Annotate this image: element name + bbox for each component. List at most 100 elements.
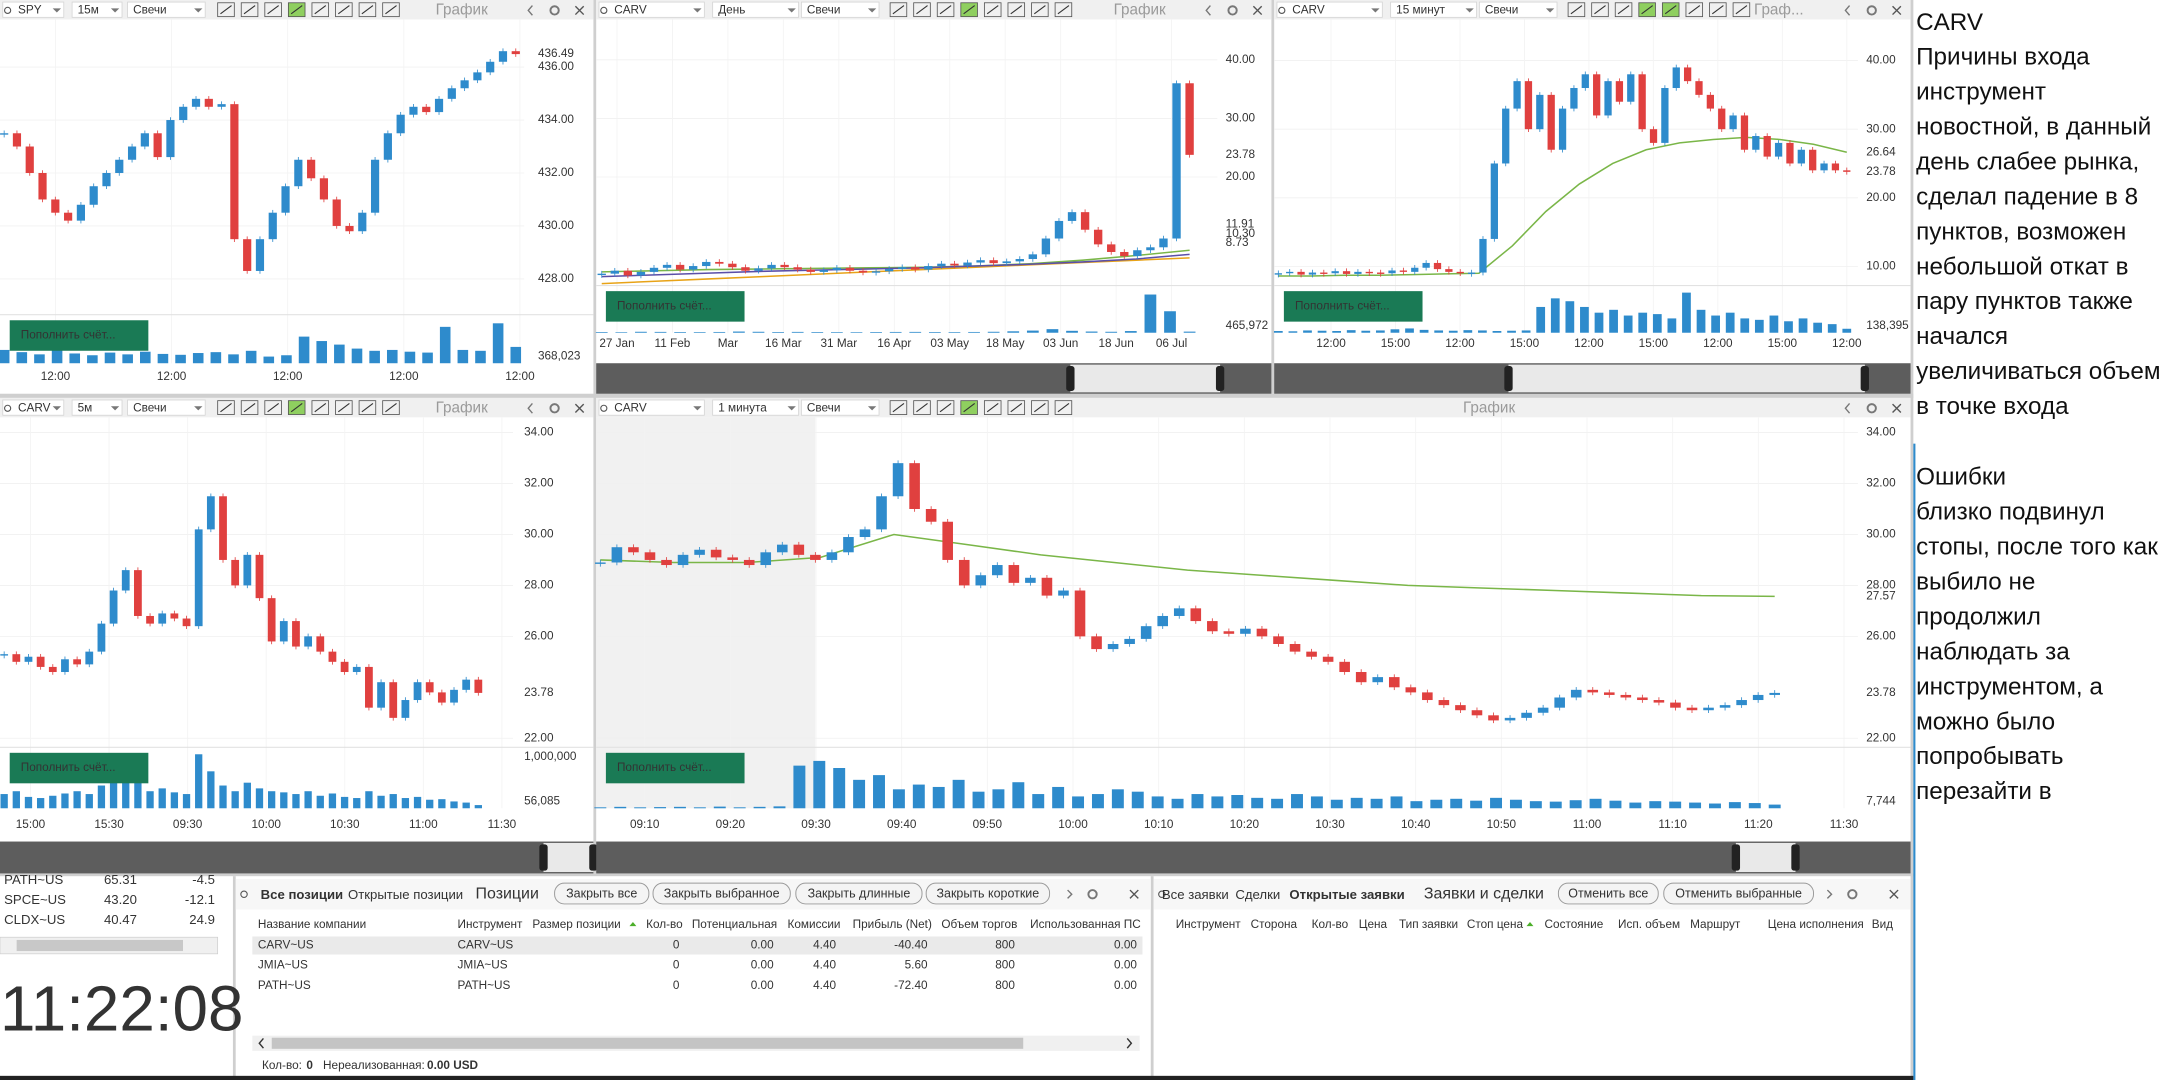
back-button[interactable] xyxy=(1844,5,1851,16)
tool-icon[interactable] xyxy=(983,400,1002,415)
tool-icon[interactable] xyxy=(1031,400,1049,415)
volume-bar xyxy=(1144,294,1157,333)
dropdown-timeframe[interactable] xyxy=(71,1,123,18)
scroll-right[interactable] xyxy=(1126,1037,1133,1049)
deposit-button[interactable] xyxy=(605,291,745,322)
panel-tab[interactable]: Все заявки xyxy=(1162,887,1229,902)
panel-close[interactable] xyxy=(1129,889,1139,899)
panel-close[interactable] xyxy=(1889,889,1899,899)
panel-next[interactable] xyxy=(1826,889,1833,899)
tool-icon[interactable] xyxy=(1685,2,1704,18)
panel-tab[interactable]: Открытые позиции xyxy=(348,887,463,902)
close-button[interactable] xyxy=(1252,5,1263,16)
panel-settings[interactable] xyxy=(1847,889,1858,900)
panel-button[interactable] xyxy=(925,882,1051,905)
scroll-left[interactable] xyxy=(258,1037,264,1049)
back-button[interactable] xyxy=(1205,5,1211,16)
tool-icon[interactable] xyxy=(382,2,400,18)
navigator-thumb[interactable] xyxy=(1731,844,1741,871)
tool-icon[interactable] xyxy=(217,2,235,18)
navigator-thumb[interactable] xyxy=(1066,366,1075,391)
dropdown-timeframe[interactable] xyxy=(1390,1,1478,18)
dropdown-timeframe[interactable] xyxy=(71,399,123,416)
dropdown-symbol[interactable] xyxy=(2,1,65,18)
panel-tab[interactable]: Открытые заявки xyxy=(1289,887,1404,902)
dropdown-symbol[interactable] xyxy=(1276,1,1383,18)
panel-tab[interactable]: Сделки xyxy=(1235,887,1280,902)
tool-icon[interactable] xyxy=(913,2,931,18)
dropdown-style[interactable] xyxy=(800,399,880,416)
dropdown-style[interactable] xyxy=(127,399,206,416)
settings-button[interactable] xyxy=(549,403,560,414)
dropdown-timeframe[interactable] xyxy=(712,1,800,18)
tool-icon[interactable] xyxy=(311,2,330,18)
watch-scroll-thumb[interactable] xyxy=(16,939,184,952)
settings-button[interactable] xyxy=(1866,5,1877,16)
panel-next[interactable] xyxy=(1067,889,1073,899)
tool-icon[interactable] xyxy=(358,2,377,18)
tool-icon[interactable] xyxy=(913,400,931,415)
tool-icon[interactable] xyxy=(936,2,955,18)
panel-button[interactable] xyxy=(795,882,923,905)
deposit-button[interactable] xyxy=(605,752,745,784)
candle xyxy=(702,261,711,267)
back-button[interactable] xyxy=(527,402,533,414)
tool-icon[interactable] xyxy=(1054,2,1073,18)
navigator-thumb[interactable] xyxy=(539,844,548,871)
tool-icon[interactable] xyxy=(889,2,908,18)
tool-icon[interactable] xyxy=(936,400,955,415)
back-button[interactable] xyxy=(1844,402,1851,414)
table-scroll-thumb[interactable] xyxy=(271,1037,1024,1049)
tool-icon[interactable] xyxy=(264,400,282,415)
dropdown-symbol[interactable] xyxy=(598,1,705,18)
navigator-thumb[interactable] xyxy=(1215,366,1225,391)
panel-tab[interactable]: Все позиции xyxy=(261,887,344,902)
tool-icon[interactable] xyxy=(889,400,908,415)
deposit-button[interactable] xyxy=(9,752,149,784)
tool-icon[interactable] xyxy=(1732,2,1751,18)
dropdown-style[interactable] xyxy=(800,1,880,18)
close-button[interactable] xyxy=(574,5,585,16)
tool-icon[interactable] xyxy=(217,400,235,415)
tool-icon[interactable] xyxy=(264,2,282,18)
navigator-thumb[interactable] xyxy=(589,844,598,871)
panel-button[interactable] xyxy=(652,882,791,905)
back-button[interactable] xyxy=(527,5,533,16)
dropdown-style[interactable] xyxy=(1478,1,1558,18)
dropdown-symbol[interactable] xyxy=(598,399,705,416)
close-button[interactable] xyxy=(1892,5,1902,16)
tool-icon[interactable] xyxy=(335,400,353,415)
settings-button[interactable] xyxy=(1227,5,1238,16)
tool-icon[interactable] xyxy=(1567,2,1586,18)
panel-button[interactable] xyxy=(554,882,650,905)
navigator-thumb[interactable] xyxy=(1791,844,1800,871)
dropdown-symbol[interactable] xyxy=(2,399,65,416)
tool-icon[interactable] xyxy=(382,400,400,415)
tool-icon[interactable] xyxy=(1709,2,1727,18)
navigator-thumb[interactable] xyxy=(1504,366,1513,391)
settings-button[interactable] xyxy=(549,5,560,16)
deposit-button[interactable] xyxy=(1283,291,1423,322)
dropdown-style[interactable] xyxy=(127,1,206,18)
tool-icon[interactable] xyxy=(1031,2,1049,18)
dropdown-timeframe[interactable] xyxy=(712,399,800,416)
tool-icon[interactable] xyxy=(358,400,377,415)
close-button[interactable] xyxy=(574,403,585,413)
tool-icon[interactable] xyxy=(1054,400,1073,415)
tool-icon[interactable] xyxy=(1614,2,1633,18)
close-button[interactable] xyxy=(1892,403,1902,413)
tool-icon[interactable] xyxy=(335,2,353,18)
tool-icon[interactable] xyxy=(311,400,330,415)
panel-settings[interactable] xyxy=(1087,889,1098,900)
tool-icon[interactable] xyxy=(240,400,259,415)
panel-button[interactable] xyxy=(1663,882,1815,905)
settings-button[interactable] xyxy=(1866,403,1877,414)
tool-icon[interactable] xyxy=(1007,2,1026,18)
panel-button[interactable] xyxy=(1557,882,1659,905)
tool-icon[interactable] xyxy=(240,2,259,18)
tool-icon[interactable] xyxy=(983,2,1002,18)
tool-icon[interactable] xyxy=(1007,400,1026,415)
navigator-thumb[interactable] xyxy=(1860,366,1869,391)
tool-icon[interactable] xyxy=(1591,2,1609,18)
deposit-button[interactable] xyxy=(9,320,149,351)
